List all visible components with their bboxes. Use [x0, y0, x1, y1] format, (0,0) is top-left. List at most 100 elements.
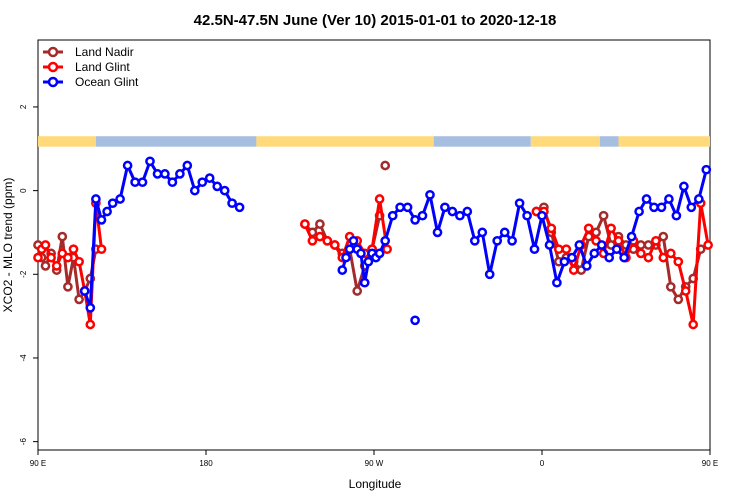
data-point-ocean-glint: [671, 210, 682, 221]
data-point-land-glint: [329, 240, 340, 250]
data-point-ocean-glint: [604, 252, 615, 263]
data-point-ocean-glint: [619, 252, 629, 263]
data-point-land-nadir: [643, 240, 654, 250]
data-point-ocean-glint: [359, 277, 370, 288]
data-point-ocean-glint: [204, 173, 215, 183]
data-point-ocean-glint: [596, 240, 607, 250]
legend-marker-land-nadir: [47, 46, 59, 58]
legend-label-land-glint: Land Glint: [75, 60, 130, 74]
y-axis-label: XCO2 - MLO trend (ppm): [1, 178, 15, 313]
x-tick-label: 0: [540, 459, 545, 468]
x-tick-label: 90 E: [702, 459, 718, 468]
chart-title: 42.5N-47.5N June (Ver 10) 2015-01-01 to …: [194, 12, 557, 29]
data-point-ocean-glint: [641, 194, 652, 204]
x-axis: 90 E 180 90 W 0 90 E: [30, 450, 718, 468]
y-tick-label: 0: [19, 188, 28, 193]
data-point-land-glint: [322, 235, 333, 246]
data-point-ocean-glint: [227, 198, 237, 209]
data-point-ocean-glint: [137, 177, 148, 188]
data-point-land-nadir: [63, 281, 73, 292]
data-point-ocean-glint: [96, 215, 107, 225]
data-point-land-glint: [382, 244, 392, 255]
data-point-ocean-glint: [410, 215, 420, 225]
data-point-land-glint: [658, 252, 669, 263]
x-tick-label: 90 W: [365, 459, 384, 468]
legend-label-land-nadir: Land Nadir: [75, 45, 134, 59]
data-point-ocean-glint: [701, 164, 712, 175]
band-segment-land: [530, 136, 600, 147]
data-point-ocean-glint: [664, 194, 674, 204]
data-point-land-nadir: [598, 210, 609, 221]
data-point-ocean-glint: [462, 206, 473, 217]
data-point-ocean-glint: [122, 160, 133, 171]
data-point-ocean-glint: [175, 169, 185, 179]
data-point-ocean-glint: [425, 189, 435, 200]
data-point-land-glint: [40, 240, 51, 250]
data-point-ocean-glint: [484, 269, 495, 280]
data-point-land-glint: [643, 252, 654, 263]
data-point-land-nadir: [673, 294, 684, 305]
data-point-ocean-glint: [679, 181, 689, 192]
data-point-ocean-glint: [469, 235, 480, 246]
data-point-land-glint: [613, 235, 624, 246]
data-point-ocean-glint: [507, 235, 517, 246]
data-point-ocean-glint: [374, 248, 385, 259]
data-point-ocean-glint: [160, 169, 170, 179]
x-tick-label: 90 E: [30, 459, 46, 468]
series-line-ocean-glint: [340, 169, 708, 285]
data-point-ocean-glint: [91, 194, 101, 204]
data-point-ocean-glint: [492, 235, 503, 246]
data-point-ocean-glint: [477, 227, 488, 238]
band-segment-land: [256, 136, 434, 147]
data-point-ocean-glint: [182, 160, 193, 171]
y-tick-label: -2: [19, 270, 28, 278]
data-point-ocean-glint: [107, 198, 118, 209]
data-point-ocean-glint: [626, 231, 637, 242]
data-point-land-nadir: [658, 231, 669, 242]
data-point-ocean-glint: [499, 227, 510, 238]
data-point-ocean-glint: [167, 177, 178, 188]
y-tick-label: -4: [19, 354, 28, 362]
data-point-ocean-glint: [189, 185, 200, 196]
outlier-point-ocean-glint: [410, 315, 420, 326]
data-point-land-glint: [680, 286, 691, 296]
data-point-ocean-glint: [115, 194, 125, 204]
data-point-land-glint: [51, 261, 62, 271]
band-segment-ocean: [599, 136, 619, 147]
data-point-ocean-glint: [440, 202, 450, 213]
data-point-ocean-glint: [417, 210, 428, 221]
data-point-ocean-glint: [234, 202, 245, 213]
data-point-ocean-glint: [402, 202, 413, 213]
data-point-land-nadir: [352, 286, 363, 296]
data-point-ocean-glint: [611, 244, 622, 255]
data-point-ocean-glint: [544, 240, 555, 250]
data-point-land-glint: [315, 231, 325, 242]
data-point-ocean-glint: [589, 248, 600, 259]
data-point-ocean-glint: [356, 248, 366, 259]
data-point-ocean-glint: [514, 198, 525, 209]
data-point-land-glint: [665, 248, 676, 259]
band-segment-ocean: [95, 136, 257, 147]
data-point-land-glint: [85, 319, 96, 330]
legend-marker-ocean-glint: [47, 76, 59, 88]
y-axis: 2 0 -2 -4 -6: [19, 104, 38, 445]
data-point-ocean-glint: [574, 240, 585, 250]
x-axis-label: Longitude: [349, 477, 402, 491]
data-point-land-nadir: [74, 294, 84, 305]
data-point-land-glint: [46, 252, 56, 263]
data-point-land-glint: [74, 256, 84, 267]
data-point-ocean-glint: [85, 302, 96, 313]
data-point-ocean-glint: [337, 265, 348, 275]
data-point-ocean-glint: [537, 210, 547, 221]
data-point-ocean-glint: [348, 235, 359, 246]
data-point-land-glint: [68, 244, 79, 255]
data-point-ocean-glint: [102, 206, 112, 217]
data-point-ocean-glint: [387, 210, 398, 221]
data-point-ocean-glint: [432, 227, 443, 238]
band-segment-ocean: [433, 136, 531, 147]
data-point-land-glint: [583, 223, 594, 234]
land-ocean-band: [38, 136, 710, 147]
data-point-ocean-glint: [341, 252, 351, 263]
